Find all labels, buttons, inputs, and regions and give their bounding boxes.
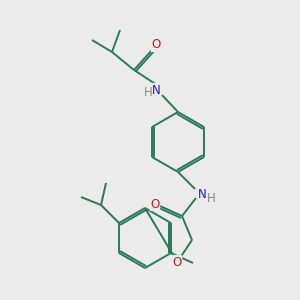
Text: N: N	[152, 83, 160, 97]
Text: O: O	[152, 38, 160, 52]
Text: H: H	[207, 191, 215, 205]
Text: O: O	[172, 256, 182, 268]
Text: N: N	[198, 188, 206, 200]
Text: H: H	[144, 86, 152, 100]
Text: O: O	[150, 197, 160, 211]
